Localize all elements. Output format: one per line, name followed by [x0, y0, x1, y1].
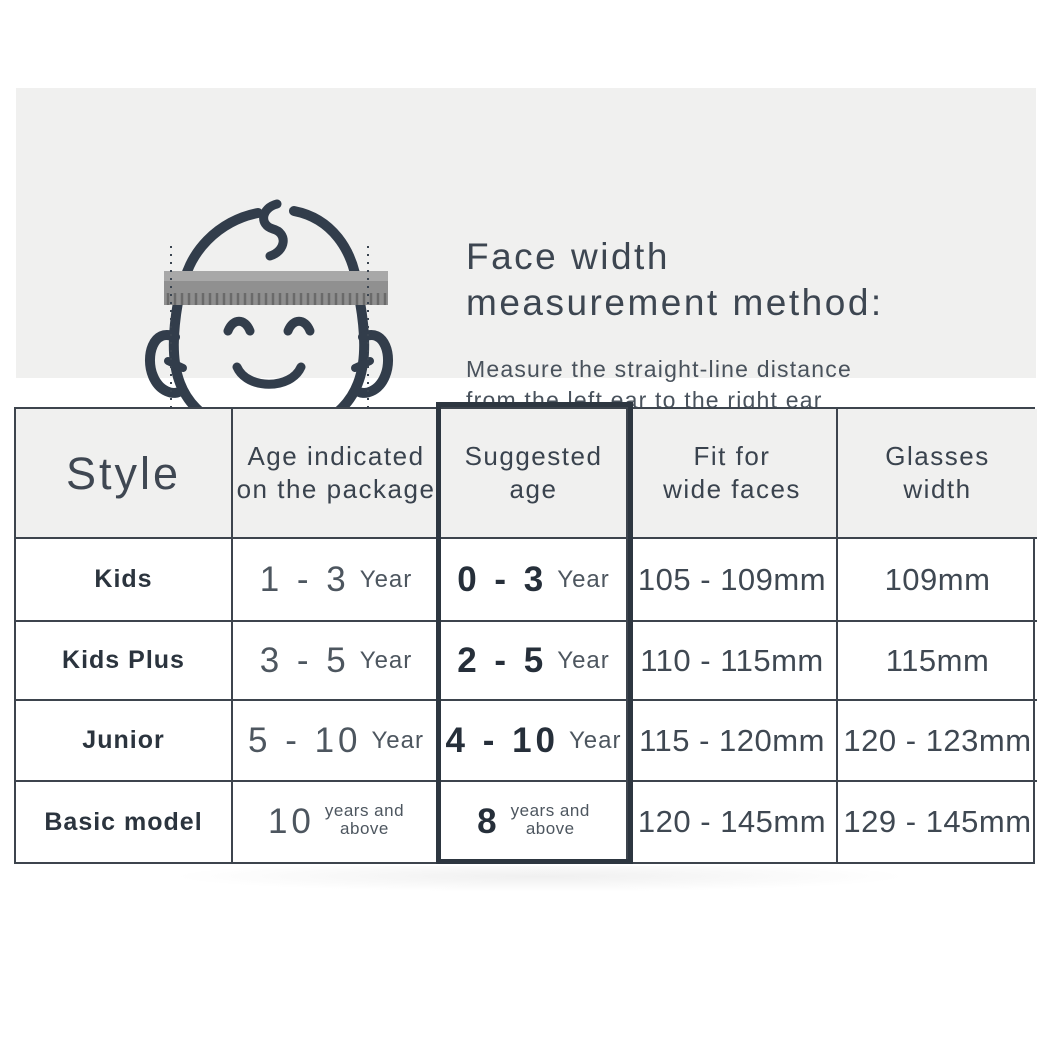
suggested-age-unit: Year: [557, 565, 610, 593]
suggested-age-value: 8: [477, 802, 501, 841]
package-age-value: 1 - 3: [259, 559, 350, 599]
table-row-kids-package-age: 1 - 3 Year: [233, 539, 441, 622]
glasses-width-value: 120 - 123mm: [843, 722, 1032, 758]
header-style: Style: [16, 409, 233, 539]
header-glasses-width: Glasses width: [838, 409, 1037, 539]
table-row-kidsplus-glasses-width: 115mm: [838, 622, 1037, 701]
header-package-age: Age indicated on the package: [233, 409, 441, 539]
measuring-tape-band: [164, 271, 388, 305]
package-age-unit-line1: years and: [324, 801, 405, 820]
measurement-text-block: Face width measurement method: Measure t…: [466, 234, 884, 416]
table-row-kidsplus-style: Kids Plus: [16, 622, 233, 701]
table-row-basic-wide-fit: 120 - 145mm: [628, 782, 838, 862]
wide-fit-value: 105 - 109mm: [637, 561, 827, 597]
table-row-basic-suggested-age: 8 years and above: [441, 782, 628, 862]
wide-fit-value: 120 - 145mm: [637, 804, 827, 839]
table-row-basic-glasses-width: 129 - 145mm: [838, 782, 1037, 862]
style-name: Kids Plus: [62, 646, 185, 674]
table-row-kidsplus-wide-fit: 110 - 115mm: [628, 622, 838, 701]
table-row-basic-package-age: 10 years and above: [233, 782, 441, 862]
panel-subtitle-line1: Measure the straight-line distance: [466, 356, 852, 382]
table-shadow: [170, 866, 910, 892]
header-suggested-age-line2: age: [509, 474, 558, 504]
suggested-age-value: 2 - 5: [457, 640, 548, 680]
table-row-basic-style: Basic model: [16, 782, 233, 862]
table-row-kids-style: Kids: [16, 539, 233, 622]
package-age-value: 10: [267, 802, 315, 841]
measurement-info-panel: Face width measurement method: Measure t…: [16, 88, 1036, 438]
header-wide-fit-line1: Fit for: [693, 441, 771, 471]
table-row-kidsplus-suggested-age: 2 - 5 Year: [441, 622, 628, 701]
suggested-age-unit: Year: [569, 726, 622, 754]
header-suggested-age-line1: Suggested: [464, 441, 603, 471]
table-row-kids-wide-fit: 105 - 109mm: [628, 539, 838, 622]
header-wide-fit: Fit for wide faces: [628, 409, 838, 539]
glasses-width-value: 115mm: [885, 642, 990, 678]
table-row-kids-suggested-age: 0 - 3 Year: [441, 539, 628, 622]
header-style-label: Style: [65, 447, 182, 499]
table-row-junior-style: Junior: [16, 701, 233, 782]
package-age-unit: Year: [359, 646, 413, 674]
header-suggested-age: Suggested age: [441, 409, 628, 539]
table-row-kids-glasses-width: 109mm: [838, 539, 1037, 622]
package-age-unit: Year: [359, 565, 413, 593]
table-row-junior-suggested-age: 4 - 10 Year: [441, 701, 628, 782]
header-package-age-line1: Age indicated: [247, 441, 425, 471]
panel-title-line1: Face width: [466, 236, 670, 277]
package-age-value: 5 - 10: [248, 720, 362, 760]
table-row-junior-wide-fit: 115 - 120mm: [628, 701, 838, 782]
style-name: Basic model: [44, 807, 203, 836]
size-table: Style Age indicated on the package Sugge…: [14, 407, 1037, 864]
header-glasses-width-line1: Glasses: [885, 441, 990, 471]
wide-fit-value: 115 - 120mm: [639, 722, 825, 758]
panel-title-line2: measurement method:: [466, 282, 884, 323]
table-row-junior-package-age: 5 - 10 Year: [233, 701, 441, 782]
suggested-age-value: 0 - 3: [457, 559, 548, 599]
style-name: Kids: [94, 565, 153, 593]
panel-title: Face width measurement method:: [466, 234, 884, 326]
table-row-junior-glasses-width: 120 - 123mm: [838, 701, 1037, 782]
package-age-unit-line2: above: [340, 819, 389, 838]
header-glasses-width-line2: width: [903, 474, 972, 504]
suggested-age-value: 4 - 10: [445, 720, 559, 760]
glasses-width-value: 109mm: [884, 561, 991, 597]
suggested-age-unit-line2: above: [525, 819, 575, 838]
header-package-age-line2: on the package: [236, 474, 436, 504]
suggested-age-unit: years and above: [511, 802, 590, 838]
suggested-age-unit: Year: [557, 646, 610, 674]
header-wide-fit-line2: wide faces: [663, 474, 801, 504]
package-age-value: 3 - 5: [259, 640, 350, 680]
child-head-measuring-tape-icon: [145, 199, 393, 438]
style-name: Junior: [82, 726, 165, 754]
wide-fit-value: 110 - 115mm: [640, 642, 824, 678]
package-age-unit: years and above: [325, 802, 404, 838]
package-age-unit: Year: [371, 726, 424, 754]
table-row-kidsplus-package-age: 3 - 5 Year: [233, 622, 441, 701]
suggested-age-unit-line1: years and: [510, 801, 590, 820]
glasses-width-value: 129 - 145mm: [843, 804, 1032, 839]
